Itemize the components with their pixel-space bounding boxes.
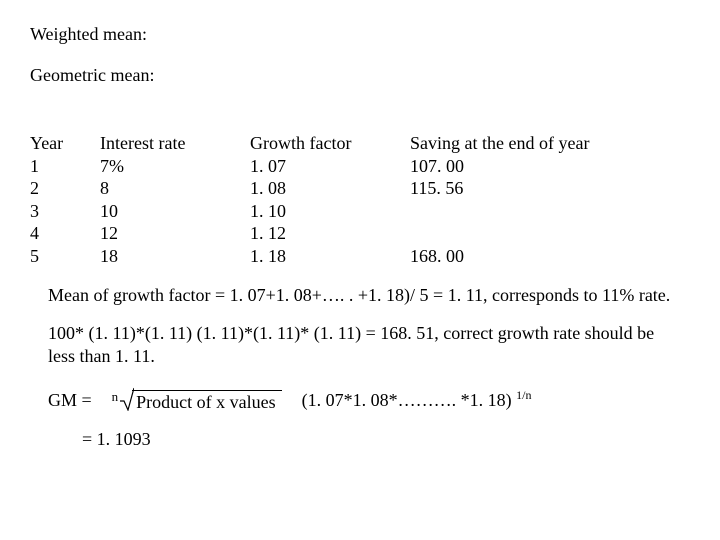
table-cell: 1. 07 bbox=[250, 155, 410, 178]
table-cell: 1. 08 bbox=[250, 177, 410, 200]
heading-geometric: Geometric mean: bbox=[30, 65, 690, 86]
radical-index: n bbox=[112, 389, 119, 405]
table-cell: 5 bbox=[30, 245, 100, 268]
table-cell: 1. 18 bbox=[250, 245, 410, 268]
table-cell: 1 bbox=[30, 155, 100, 178]
col-header-year: Year bbox=[30, 132, 100, 155]
table-cell: 12 bbox=[100, 222, 250, 245]
gm-result: = 1. 1093 bbox=[48, 429, 680, 450]
table-cell: 1. 12 bbox=[250, 222, 410, 245]
table-cell: 10 bbox=[100, 200, 250, 223]
col-header-saving: Saving at the end of year bbox=[410, 132, 630, 155]
table-cell: 7% bbox=[100, 155, 250, 178]
table-cell bbox=[410, 200, 630, 223]
gm-rhs: (1. 07*1. 08*………. *1. 18) 1/n bbox=[302, 388, 532, 411]
radical-icon: n Product of x values bbox=[112, 385, 282, 411]
col-header-interest: Interest rate bbox=[100, 132, 250, 155]
gm-formula-row: GM = n Product of x values (1. 07*1. 08*… bbox=[48, 385, 680, 411]
table-cell: 8 bbox=[100, 177, 250, 200]
table-cell: 168. 00 bbox=[410, 245, 630, 268]
table-cell: 107. 00 bbox=[410, 155, 630, 178]
paragraph-mean: Mean of growth factor = 1. 07+1. 08+…. .… bbox=[48, 285, 680, 306]
table-cell: 18 bbox=[100, 245, 250, 268]
paragraph-calc: 100* (1. 11)*(1. 11) (1. 11)*(1. 11)* (1… bbox=[48, 322, 680, 367]
radicand: Product of x values bbox=[132, 390, 281, 411]
data-table: Year Interest rate Growth factor Saving … bbox=[30, 132, 690, 267]
col-header-growth: Growth factor bbox=[250, 132, 410, 155]
gm-rhs-exp: 1/n bbox=[516, 388, 531, 402]
gm-rhs-base: (1. 07*1. 08*………. *1. 18) bbox=[302, 390, 517, 410]
table-cell: 3 bbox=[30, 200, 100, 223]
table-cell: 115. 56 bbox=[410, 177, 630, 200]
gm-label: GM = bbox=[48, 390, 92, 411]
table-cell bbox=[410, 222, 630, 245]
table-cell: 1. 10 bbox=[250, 200, 410, 223]
heading-weighted: Weighted mean: bbox=[30, 24, 690, 45]
table-cell: 2 bbox=[30, 177, 100, 200]
table-cell: 4 bbox=[30, 222, 100, 245]
